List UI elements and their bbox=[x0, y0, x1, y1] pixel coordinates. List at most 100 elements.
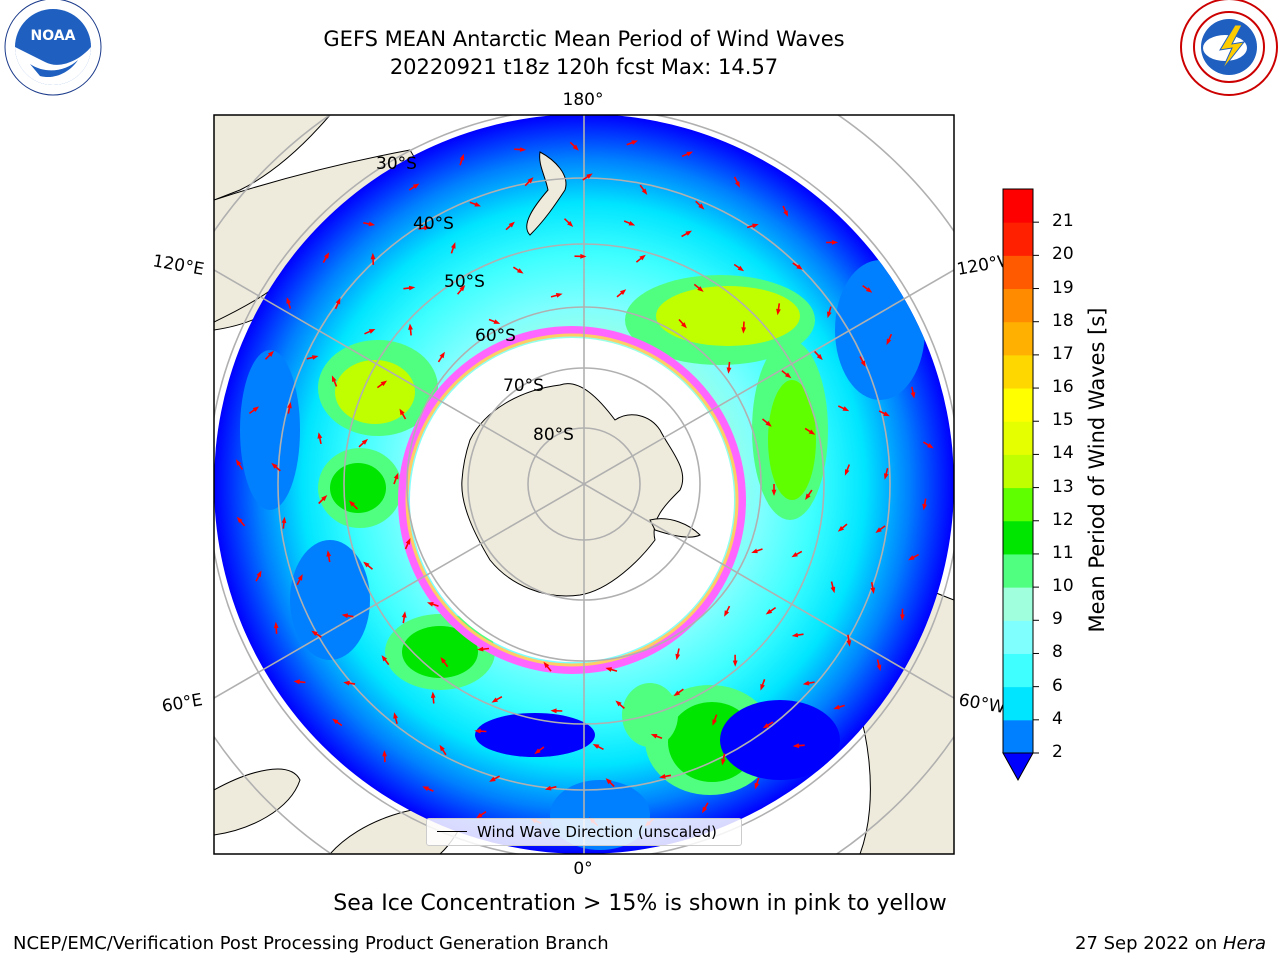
lat-label-30s: 30°S bbox=[376, 154, 417, 174]
wind-arrow-head bbox=[508, 221, 515, 228]
wind-arrow-head bbox=[459, 153, 465, 161]
wind-arrow-head bbox=[697, 286, 704, 292]
wind-arrow-head bbox=[281, 516, 287, 524]
wind-arrow-head bbox=[650, 734, 658, 739]
wind-arrow-head bbox=[842, 406, 850, 412]
wind-arrow-head bbox=[605, 667, 612, 672]
wind-arrow-head bbox=[273, 621, 279, 629]
wind-arrow-head bbox=[408, 323, 413, 330]
wind-arrow-head bbox=[517, 268, 524, 274]
colorbar-band bbox=[1003, 686, 1033, 721]
wind-arrow-head bbox=[900, 614, 905, 621]
wind-arrow-head bbox=[324, 252, 330, 259]
wind-arrow-head bbox=[311, 355, 319, 360]
colorbar-tick-label: 13 bbox=[1052, 476, 1074, 497]
wind-arrow-head bbox=[752, 223, 759, 229]
wind-arrow-head bbox=[368, 221, 376, 227]
wind-arrow-head bbox=[870, 587, 876, 594]
wind-arrow-head bbox=[382, 750, 387, 757]
lat-label-60s: 60°S bbox=[475, 326, 516, 346]
wind-arrow-head bbox=[311, 630, 318, 636]
colorbar-band bbox=[1003, 421, 1033, 455]
map-legend: Wind Wave Direction (unscaled) bbox=[426, 818, 742, 846]
colorbar-band bbox=[1003, 354, 1033, 389]
wind-arrow-head bbox=[883, 473, 889, 480]
wind-arrow-head bbox=[685, 230, 692, 236]
noaa-logo: NOAA bbox=[4, 0, 102, 96]
wind-arrow-head bbox=[586, 173, 593, 179]
wind-arrow-head bbox=[256, 570, 262, 578]
wind-arrow-head bbox=[326, 550, 332, 557]
wind-arrow-head bbox=[726, 367, 732, 374]
wind-arrow-head bbox=[737, 265, 745, 272]
lat-label-70s: 70°S bbox=[503, 376, 544, 396]
wind-arrow-head bbox=[550, 708, 557, 714]
wind-arrow-head bbox=[831, 240, 839, 245]
wind-arrow-head bbox=[527, 177, 534, 184]
wind-arrow-head bbox=[681, 322, 687, 329]
wind-arrow-head bbox=[370, 252, 376, 260]
colorbar-tick-label: 19 bbox=[1052, 277, 1074, 298]
colorbar-tick-label: 15 bbox=[1052, 410, 1074, 431]
wind-arrow-head bbox=[380, 380, 388, 387]
lon-label-180: 180° bbox=[563, 90, 604, 110]
wind-arrow-head bbox=[474, 202, 481, 207]
wind-arrow-head bbox=[783, 210, 788, 217]
wind-arrow-head bbox=[875, 527, 882, 533]
lon-label-60w: 60°W bbox=[957, 690, 1007, 718]
wind-arrow-head bbox=[271, 462, 278, 469]
colorbar-tick-label: 21 bbox=[1052, 211, 1074, 232]
legend-label: Wind Wave Direction (unscaled) bbox=[477, 823, 717, 841]
wind-arrow-head bbox=[675, 653, 681, 661]
wind-arrow-head bbox=[776, 308, 781, 316]
wind-arrow-head bbox=[883, 411, 890, 417]
colorbar-band bbox=[1003, 288, 1033, 323]
colorbar-band bbox=[1003, 222, 1033, 256]
colorbar-tick-label: 16 bbox=[1052, 377, 1074, 398]
wind-arrow-head bbox=[639, 254, 646, 261]
wind-arrow-head bbox=[865, 287, 873, 293]
wind-arrow-head bbox=[363, 561, 370, 568]
colorbar-tick-label: 4 bbox=[1052, 708, 1063, 729]
wind-arrow-head bbox=[572, 144, 579, 151]
wind-arrow-head bbox=[702, 806, 708, 814]
wind-arrow-head bbox=[286, 297, 291, 304]
colorbar-tick-label: 2 bbox=[1052, 742, 1063, 762]
wind-arrow-head bbox=[297, 574, 303, 581]
lon-label-0: 0° bbox=[573, 859, 592, 879]
wind-arrow-head bbox=[422, 786, 429, 791]
colorbar-band bbox=[1003, 487, 1033, 522]
wind-arrow-head bbox=[287, 401, 292, 409]
wind-arrow-head bbox=[724, 610, 730, 617]
wind-arrow-head bbox=[592, 744, 600, 749]
wind-arrow-head bbox=[762, 723, 770, 729]
colorbar-tick-label: 17 bbox=[1052, 343, 1074, 364]
footer-branch: NCEP/EMC/Verification Post Processing Pr… bbox=[13, 933, 609, 954]
sea-ice-note: Sea Ice Concentration > 15% is shown in … bbox=[333, 891, 947, 916]
colorbar-band bbox=[1003, 255, 1033, 290]
wind-arrow-head bbox=[628, 221, 636, 226]
wind-arrow-head bbox=[860, 360, 866, 367]
wind-arrow-head bbox=[922, 503, 927, 511]
lon-label-60e: 60°E bbox=[160, 690, 204, 717]
wind-arrow-head bbox=[393, 712, 398, 719]
footer-date-text: 27 Sep 2022 on bbox=[1075, 933, 1223, 954]
wind-arrow-head bbox=[439, 744, 445, 752]
colorbar-frame bbox=[1002, 188, 1034, 754]
colorbar-tick-label: 14 bbox=[1052, 443, 1074, 464]
wind-arrow-head bbox=[393, 472, 399, 480]
wind-arrow-head bbox=[791, 632, 799, 638]
map-panel bbox=[213, 114, 955, 855]
wind-arrow-head bbox=[791, 552, 798, 558]
wind-arrow-head bbox=[491, 697, 498, 703]
colorbar-tick-label: 8 bbox=[1052, 642, 1063, 663]
wind-arrow-head bbox=[332, 718, 339, 725]
wind-arrow-head bbox=[837, 526, 845, 532]
wind-arrow-head bbox=[427, 602, 434, 607]
legend-line-sample bbox=[437, 831, 467, 832]
wind-arrow-head bbox=[673, 690, 681, 697]
wind-arrow-head bbox=[361, 438, 368, 445]
noaa-logo-text: NOAA bbox=[31, 28, 76, 44]
colorbar-tick-label: 6 bbox=[1052, 675, 1063, 696]
